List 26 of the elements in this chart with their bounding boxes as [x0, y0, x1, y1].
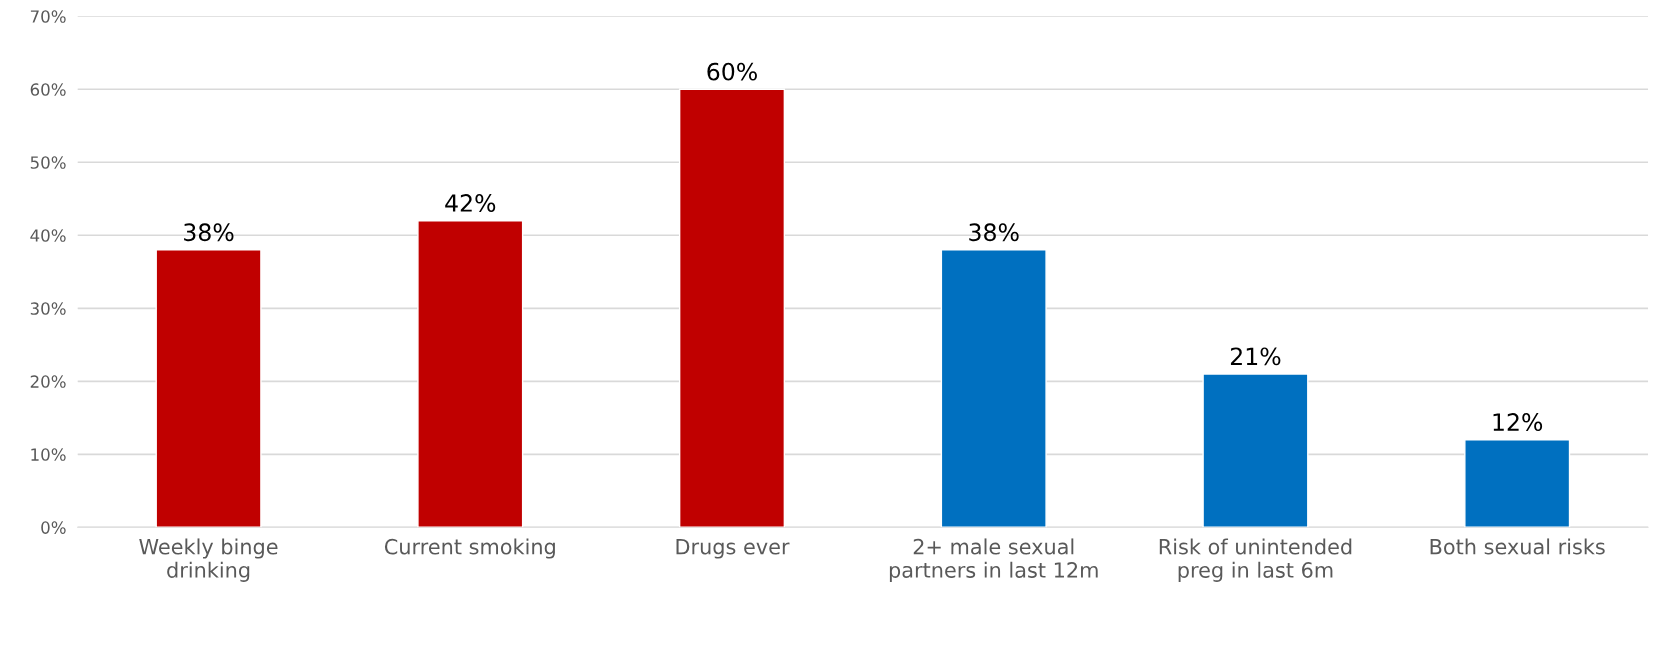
data-label: 38% [184, 223, 234, 242]
x-tick-label: Weekly binge drinking [139, 538, 278, 582]
x-tick-label: Both sexual risks [1430, 538, 1605, 555]
y-tick-label: 60% [30, 83, 66, 96]
x-tick-label: Current smoking [384, 538, 555, 559]
y-tick-label: 50% [30, 156, 66, 169]
bar [417, 219, 524, 528]
data-label: 21% [1230, 347, 1281, 366]
y-tick-label: 70% [30, 10, 66, 23]
bar [1202, 373, 1309, 528]
x-tick-label: Risk of unintended preg in last 6m [1159, 538, 1352, 582]
y-tick-label: 20% [30, 375, 66, 388]
x-tick-label: Drugs ever [676, 539, 790, 559]
data-label: 60% [707, 62, 757, 81]
data-label: 12% [1493, 413, 1543, 431]
bar [1464, 439, 1571, 528]
y-tick-label: 40% [30, 229, 66, 242]
y-tick-label: 0% [41, 521, 66, 534]
bar [155, 249, 262, 528]
bar [940, 249, 1047, 528]
bar [678, 88, 786, 528]
data-label: 42% [445, 194, 496, 212]
x-tick-label: 2+ male sexual partners in last 12m [889, 538, 1098, 582]
y-tick-label: 10% [31, 448, 66, 461]
y-tick-label: 30% [30, 302, 66, 315]
data-label: 38% [969, 223, 1019, 242]
